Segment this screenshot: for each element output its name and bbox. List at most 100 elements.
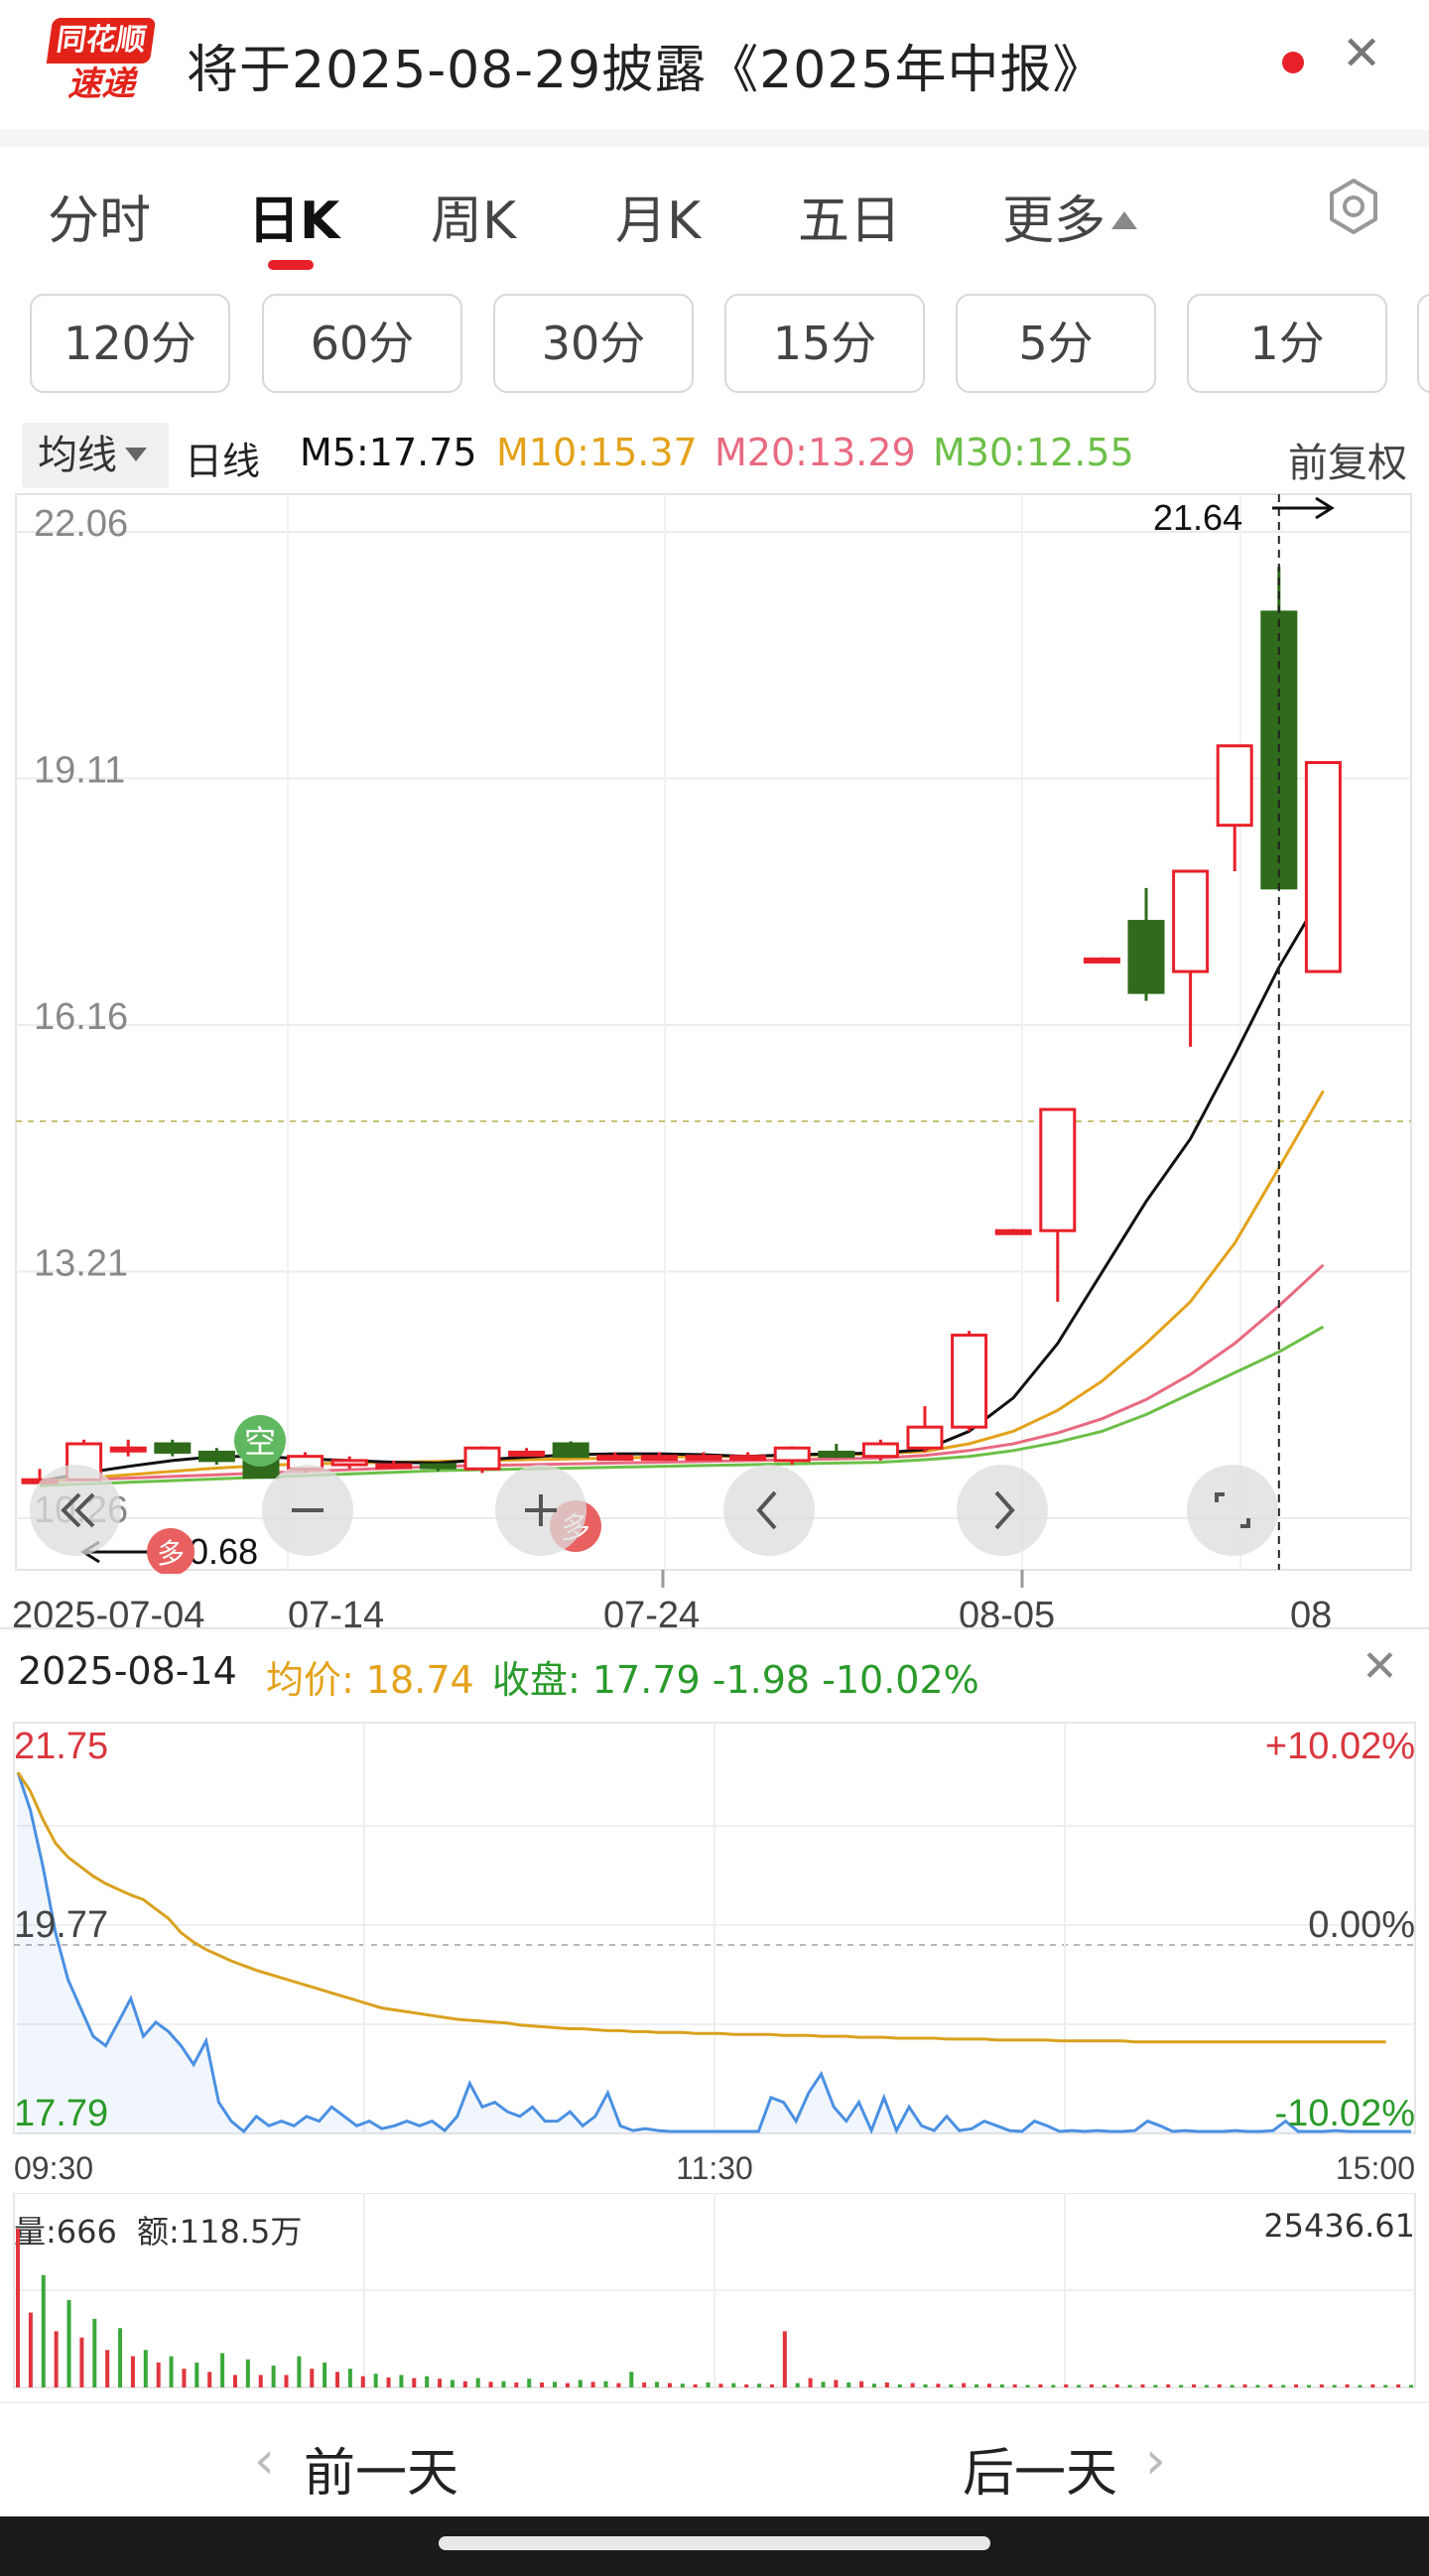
tab-five-day[interactable]: 五日 [798, 192, 902, 251]
volume-bar [28, 2312, 33, 2387]
volume-bar [1345, 2383, 1350, 2387]
period-60min-button[interactable]: 60分 [262, 294, 462, 393]
ma10-line [39, 1090, 1325, 1483]
period-30min-button[interactable]: 30分 [493, 294, 694, 393]
x-tick-label: 15:00 [1336, 2150, 1415, 2186]
volume-bar [1230, 2384, 1234, 2387]
volume-bar [412, 2378, 417, 2387]
intraday-info-row: 2025-08-14 均价: 18.74 收盘: 17.79 -1.98 -10… [0, 1627, 1429, 1707]
prev-control[interactable] [723, 1465, 815, 1556]
volume-bar [488, 2382, 493, 2387]
next-day-button[interactable]: 后一天 [963, 2444, 1118, 2504]
volume-bar [1396, 2383, 1401, 2387]
volume-bar [1306, 2384, 1311, 2387]
high-price-label: 21.64 [1153, 497, 1242, 538]
period-buttons: 120分 60分 30分 15分 5分 1分 [0, 294, 1429, 397]
previous-day-button[interactable]: 前一天 [304, 2444, 459, 2504]
volume-bar [220, 2353, 225, 2387]
volume-bar [130, 2356, 135, 2387]
zoom-in-control[interactable] [495, 1465, 586, 1556]
volume-bar [1051, 2384, 1056, 2387]
candle-body [818, 1450, 855, 1459]
ma10-value: M10:15.37 [496, 431, 698, 474]
volume-bar [258, 2375, 263, 2387]
volume-bar [1409, 2384, 1413, 2387]
volume-bar [1077, 2384, 1082, 2387]
tab-monthly-k[interactable]: 月K [615, 192, 702, 251]
volume-bar [540, 2382, 545, 2387]
volume-bar [590, 2382, 595, 2387]
next-control-bg [957, 1465, 1048, 1556]
close-intraday-icon[interactable]: ✕ [1362, 1641, 1398, 1692]
announcement-title[interactable]: 将于2025-08-29披露《2025年中报》 [187, 41, 1105, 100]
candlestick-chart[interactable]: 22.0619.1116.1613.2110.2621.6410.68空多多20… [0, 486, 1429, 1627]
volume-bar [1217, 2383, 1222, 2387]
candle-body [861, 1442, 899, 1459]
volume-bar [603, 2381, 608, 2387]
home-indicator[interactable] [439, 2536, 990, 2550]
volume-bar [693, 2383, 698, 2387]
volume-bar [399, 2375, 404, 2387]
period-1min-button[interactable]: 1分 [1187, 294, 1387, 393]
period-15min-button[interactable]: 15分 [724, 294, 925, 393]
close-icon[interactable]: ✕ [1342, 26, 1382, 81]
x-tick-label: 08-05 [959, 1595, 1055, 1627]
volume-bar [232, 2375, 237, 2387]
volume-bar [552, 2382, 557, 2387]
volume-bar [1127, 2384, 1132, 2387]
volume-bar [999, 2383, 1004, 2387]
ma20-value: M20:13.29 [714, 431, 916, 474]
candle-body [685, 1455, 722, 1462]
volume-bar [834, 2380, 839, 2387]
volume-bar [923, 2383, 928, 2387]
chevron-left-icon: ‹ [254, 2431, 275, 2491]
x-tick-label: 2025-07-04 [12, 1595, 204, 1627]
volume-bar [118, 2328, 123, 2387]
zoom-out-control[interactable] [262, 1465, 353, 1556]
tab-daily-k[interactable]: 日K [248, 192, 340, 251]
volume-bar [949, 2383, 954, 2387]
volume-bar [386, 2377, 391, 2387]
volume-bar [936, 2383, 941, 2387]
candle-body [375, 1463, 413, 1470]
volume-bar [207, 2372, 212, 2387]
volume-bar [680, 2383, 685, 2387]
y-right-label: -10.02% [1274, 2093, 1415, 2134]
header-divider [0, 129, 1429, 147]
period-5min-button[interactable]: 5分 [956, 294, 1156, 393]
volume-bar [884, 2382, 889, 2387]
candle-body [994, 1228, 1032, 1235]
period-more-button[interactable] [1417, 294, 1429, 393]
intraday-chart[interactable]: 21.75 19.77 17.79 +10.02% 0.00% -10.02% 09:30 1… [0, 1707, 1429, 2203]
volume-bar [501, 2381, 506, 2387]
tab-weekly-k[interactable]: 周K [431, 192, 517, 251]
volume-bar [438, 2379, 443, 2387]
candle-body [552, 1442, 589, 1459]
rewind-control[interactable] [30, 1465, 121, 1556]
volume-bar [1153, 2384, 1158, 2387]
next-control[interactable] [957, 1465, 1048, 1556]
volume-bar [284, 2375, 289, 2387]
short-signal-text: 空 [244, 1423, 276, 1461]
period-120min-button[interactable]: 120分 [30, 294, 230, 393]
y-left-label: 21.75 [14, 1726, 108, 1767]
volume-bar [310, 2369, 315, 2387]
candle-body [109, 1446, 147, 1453]
volume-bar [1179, 2384, 1184, 2387]
high-arrow-head [1315, 496, 1335, 520]
volume-bar [1114, 2383, 1119, 2387]
volume-bar [1358, 2384, 1363, 2387]
intraday-close: 收盘: 17.79 -1.98 -10.02% [492, 1658, 979, 1702]
volume-bar [41, 2274, 46, 2387]
candle-body [773, 1446, 811, 1463]
volume-bar [66, 2299, 71, 2387]
settings-icon[interactable] [1324, 177, 1383, 236]
volume-bar [808, 2378, 813, 2387]
candle-body [596, 1455, 634, 1462]
tab-minute[interactable]: 分时 [48, 192, 152, 251]
volume-bar [360, 2376, 365, 2387]
ma-select-dropdown[interactable]: 均线 [22, 423, 169, 488]
adjust-mode[interactable]: 前复权 [1288, 441, 1407, 486]
tab-more[interactable]: 更多 [1002, 179, 1138, 253]
fullscreen-control[interactable] [1187, 1465, 1278, 1556]
